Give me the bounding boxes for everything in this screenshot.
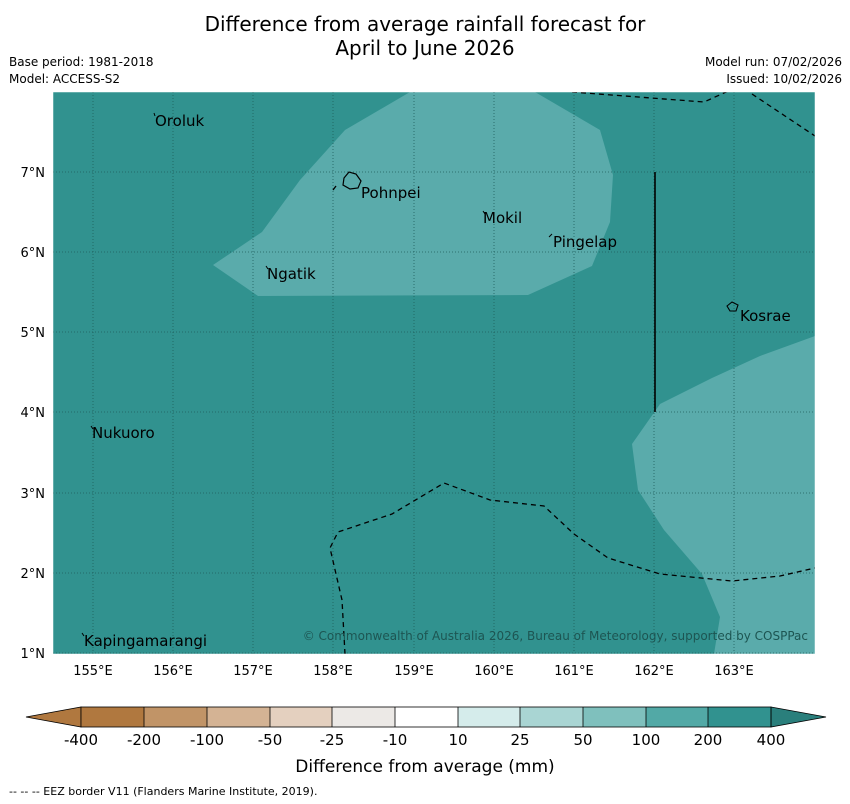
colorbar-label: Difference from average (mm) bbox=[295, 757, 554, 777]
colorbar-dividers bbox=[80, 706, 772, 728]
lon-label: 159°E bbox=[394, 664, 434, 679]
longitude-labels: 155°E 156°E 157°E 158°E 159°E 160°E 161°… bbox=[73, 664, 754, 679]
eez-footnote: -- -- -- EEZ border V11 (Flanders Marine… bbox=[9, 785, 318, 798]
colorbar-tick-labels: -400 -200 -100 -50 -25 -10 10 25 50 100 … bbox=[64, 731, 785, 749]
colorbar-tick: 100 bbox=[632, 731, 661, 749]
issued-text: Issued: 10/02/2026 bbox=[726, 72, 842, 86]
lat-label: 3°N bbox=[21, 487, 46, 502]
colorbar-swatch bbox=[332, 707, 395, 727]
place-markers bbox=[81, 112, 553, 637]
anomaly-region-north bbox=[213, 92, 613, 296]
kosrae-island bbox=[726, 301, 739, 312]
lon-label: 157°E bbox=[233, 664, 273, 679]
colorbar-tick: -400 bbox=[64, 731, 98, 749]
lat-label: 1°N bbox=[21, 647, 46, 662]
colorbar-tick: 25 bbox=[510, 731, 529, 749]
colorbar-tick: -50 bbox=[258, 731, 283, 749]
colorbar-tick: 10 bbox=[448, 731, 467, 749]
pohnpei-island bbox=[342, 171, 362, 190]
lon-label: 158°E bbox=[313, 664, 353, 679]
latitude-labels: 7°N 6°N 5°N 4°N 3°N 2°N 1°N bbox=[21, 166, 46, 662]
lon-label: 162°E bbox=[634, 664, 674, 679]
colorbar-tick: -25 bbox=[320, 731, 345, 749]
meta-left: Base period: 1981-2018 Model: ACCESS-S2 bbox=[9, 54, 154, 88]
colorbar-tick: 50 bbox=[573, 731, 592, 749]
gridlines bbox=[53, 92, 815, 654]
colorbar: -400 -200 -100 -50 -25 -10 10 25 50 100 … bbox=[25, 706, 827, 777]
colorbar-swatch bbox=[395, 707, 458, 727]
place-label-kapingamarangi: Kapingamarangi bbox=[84, 632, 207, 650]
lon-label: 160°E bbox=[474, 664, 514, 679]
colorbar-tick: -100 bbox=[190, 731, 224, 749]
colorbar-swatch bbox=[81, 707, 144, 727]
map-frame bbox=[52, 91, 816, 655]
colorbar-swatch bbox=[270, 707, 332, 727]
lon-label: 156°E bbox=[153, 664, 193, 679]
anomaly-region-southeast bbox=[632, 336, 815, 654]
model-run-text: Model run: 07/02/2026 bbox=[704, 55, 842, 69]
place-label-pohnpei: Pohnpei bbox=[361, 184, 421, 202]
colorbar-swatch bbox=[583, 707, 646, 727]
colorbar-swatch bbox=[458, 707, 520, 727]
place-labels: Oroluk Pohnpei Mokil Pingelap Ngatik Kos… bbox=[84, 112, 791, 650]
colorbar-tick: -10 bbox=[383, 731, 408, 749]
place-label-ngatik: Ngatik bbox=[267, 265, 316, 283]
place-label-nukuoro: Nukuoro bbox=[92, 424, 155, 442]
lon-label: 155°E bbox=[73, 664, 113, 679]
colorbar-swatch bbox=[646, 707, 708, 727]
map-plot: Oroluk Pohnpei Mokil Pingelap Ngatik Kos… bbox=[53, 92, 815, 654]
lon-label: 161°E bbox=[554, 664, 594, 679]
map-title: Difference from average rainfall forecas… bbox=[0, 12, 850, 60]
place-label-mokil: Mokil bbox=[483, 209, 522, 227]
lat-label: 5°N bbox=[21, 326, 46, 341]
colorbar-swatch bbox=[520, 707, 583, 727]
copyright-text: © Commonwealth of Australia 2026, Bureau… bbox=[303, 629, 808, 643]
colorbar-tick: 400 bbox=[757, 731, 786, 749]
place-label-kosrae: Kosrae bbox=[740, 307, 791, 325]
colorbar-extend-high bbox=[770, 706, 827, 728]
meta-right: Model run: 07/02/2026 Issued: 10/02/2026 bbox=[705, 54, 842, 88]
colorbar-swatch bbox=[207, 707, 270, 727]
place-label-oroluk: Oroluk bbox=[155, 112, 204, 130]
lat-label: 4°N bbox=[21, 406, 46, 421]
colorbar-swatch bbox=[144, 707, 207, 727]
lat-label: 2°N bbox=[21, 567, 46, 582]
base-period-text: Base period: 1981-2018 bbox=[9, 55, 154, 69]
eez-border bbox=[329, 92, 815, 654]
colorbar-extend-low bbox=[25, 706, 82, 728]
title-line-2: April to June 2026 bbox=[335, 36, 515, 60]
title-line-1: Difference from average rainfall forecas… bbox=[204, 12, 646, 36]
colorbar-swatch bbox=[708, 707, 771, 727]
lat-label: 6°N bbox=[21, 246, 46, 261]
model-text: Model: ACCESS-S2 bbox=[9, 72, 121, 86]
lat-label: 7°N bbox=[21, 166, 46, 181]
colorbar-tick: -200 bbox=[127, 731, 161, 749]
colorbar-tick: 200 bbox=[694, 731, 723, 749]
lon-label: 163°E bbox=[714, 664, 754, 679]
place-label-pingelap: Pingelap bbox=[553, 233, 617, 251]
